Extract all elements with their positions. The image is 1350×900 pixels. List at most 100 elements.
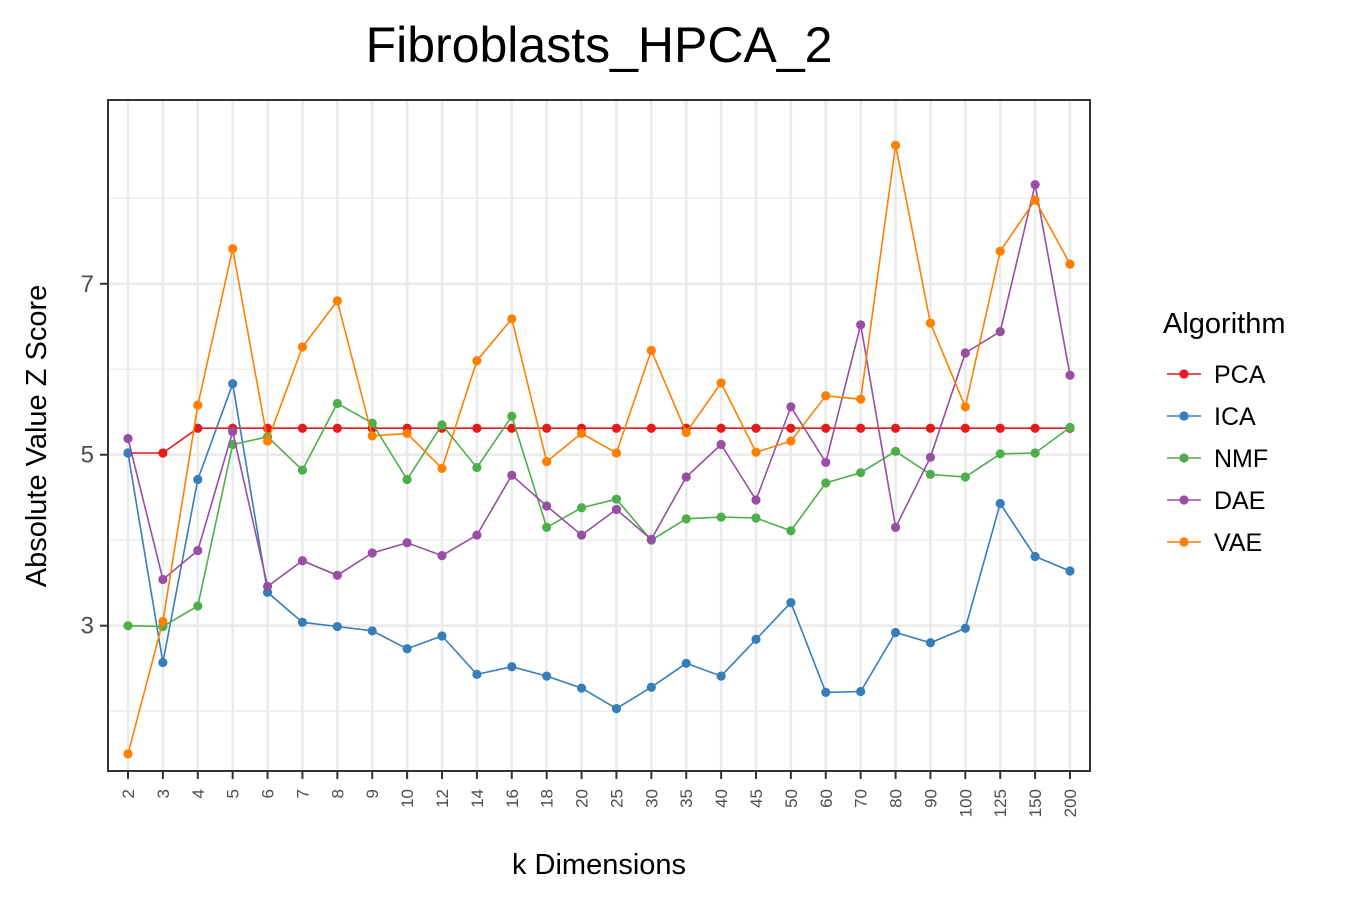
data-point bbox=[1030, 423, 1040, 433]
data-point bbox=[262, 581, 273, 591]
x-tick-label: 3 bbox=[154, 789, 173, 798]
data-point bbox=[158, 616, 168, 627]
data-point bbox=[402, 474, 412, 485]
y-tick-label: 3 bbox=[81, 613, 94, 640]
data-point bbox=[297, 342, 308, 352]
data-point bbox=[890, 423, 901, 433]
data-point bbox=[925, 452, 936, 462]
x-tick-label: 7 bbox=[293, 789, 312, 798]
data-point bbox=[821, 423, 831, 433]
series-line bbox=[127, 145, 1071, 755]
legend-label: ICA bbox=[1214, 403, 1256, 431]
data-point bbox=[890, 140, 901, 150]
data-point bbox=[437, 420, 447, 430]
data-point bbox=[890, 446, 901, 456]
legend-key-point bbox=[1179, 537, 1189, 547]
data-point bbox=[367, 626, 377, 636]
data-point bbox=[332, 621, 342, 632]
data-point bbox=[542, 671, 552, 681]
data-point bbox=[472, 423, 482, 433]
data-point bbox=[925, 469, 936, 479]
data-point bbox=[576, 683, 587, 693]
legend-item-pca: PCA bbox=[1167, 361, 1266, 389]
data-point bbox=[611, 494, 622, 504]
data-point bbox=[925, 318, 936, 328]
data-point bbox=[262, 436, 273, 446]
data-point bbox=[402, 428, 412, 438]
data-point bbox=[960, 348, 970, 358]
legend-key-point bbox=[1179, 453, 1189, 463]
data-point bbox=[1030, 551, 1040, 562]
x-tick-label: 70 bbox=[852, 789, 871, 808]
data-point bbox=[158, 574, 168, 585]
data-point bbox=[437, 463, 447, 474]
data-point bbox=[1030, 195, 1040, 205]
series-line bbox=[128, 427, 1070, 454]
legend-label: VAE bbox=[1214, 529, 1262, 557]
data-point bbox=[507, 411, 517, 421]
legend-key-point bbox=[1179, 369, 1189, 379]
x-tick-label: 25 bbox=[607, 789, 626, 808]
legend-item-dae: DAE bbox=[1167, 487, 1265, 515]
data-point bbox=[542, 456, 552, 467]
data-point bbox=[960, 423, 970, 433]
x-tick-label: 50 bbox=[782, 789, 801, 808]
x-tick-label: 10 bbox=[398, 789, 417, 808]
x-tick-label: 2 bbox=[119, 789, 138, 798]
data-point bbox=[611, 423, 622, 433]
data-point bbox=[437, 550, 447, 561]
x-tick-label: 90 bbox=[921, 789, 940, 808]
legend-label: DAE bbox=[1214, 487, 1265, 515]
data-point bbox=[158, 657, 168, 668]
data-point bbox=[332, 296, 342, 306]
data-point bbox=[716, 378, 726, 388]
x-tick-label: 100 bbox=[956, 789, 975, 817]
y-axis: 3 5 7 bbox=[81, 271, 108, 640]
data-point bbox=[995, 327, 1005, 337]
x-tick-label: 20 bbox=[573, 789, 592, 808]
data-point bbox=[751, 495, 761, 505]
x-tick-label: 80 bbox=[887, 789, 906, 808]
legend-title: Algorithm bbox=[1163, 308, 1286, 340]
data-point bbox=[995, 246, 1005, 256]
data-point bbox=[611, 448, 622, 458]
data-point bbox=[472, 669, 482, 680]
data-point bbox=[1065, 422, 1075, 432]
data-point bbox=[576, 530, 587, 540]
data-point bbox=[297, 556, 308, 566]
data-point bbox=[193, 423, 203, 433]
data-point bbox=[1065, 566, 1075, 576]
data-point bbox=[925, 638, 936, 648]
x-tick-label: 4 bbox=[189, 789, 208, 798]
data-point bbox=[751, 423, 761, 433]
x-tick-label: 60 bbox=[817, 789, 836, 808]
data-point bbox=[332, 570, 342, 580]
chart-title: Fibroblasts_HPCA_2 bbox=[366, 17, 833, 73]
data-point bbox=[856, 394, 866, 404]
x-tick-label: 9 bbox=[363, 789, 382, 798]
data-point bbox=[890, 522, 901, 532]
data-point bbox=[611, 704, 622, 714]
data-point bbox=[821, 687, 831, 697]
data-point bbox=[681, 427, 691, 438]
legend-key-point bbox=[1179, 495, 1189, 505]
data-point bbox=[960, 472, 970, 482]
data-point bbox=[1030, 448, 1040, 458]
data-point bbox=[297, 465, 308, 475]
data-point bbox=[507, 314, 517, 324]
data-point bbox=[193, 545, 203, 556]
data-point bbox=[751, 447, 761, 457]
x-tick-label: 125 bbox=[991, 789, 1010, 817]
data-point bbox=[716, 423, 726, 433]
data-point bbox=[402, 538, 412, 548]
data-point bbox=[507, 470, 517, 480]
data-point bbox=[786, 423, 796, 433]
data-point bbox=[890, 627, 901, 638]
x-tick-label: 45 bbox=[747, 789, 766, 808]
series-line bbox=[127, 402, 1071, 628]
data-point bbox=[158, 448, 168, 458]
data-point bbox=[786, 402, 796, 412]
data-point bbox=[332, 398, 342, 409]
data-point bbox=[786, 436, 796, 446]
